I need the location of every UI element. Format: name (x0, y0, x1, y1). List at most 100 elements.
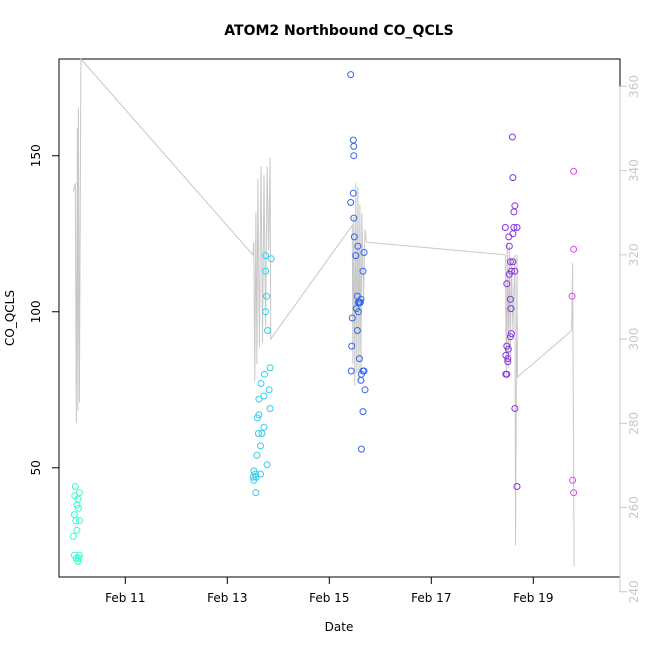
data-point-flight-5-2 (568, 292, 576, 300)
data-point-flight-4-27 (511, 405, 519, 412)
data-point-flight-2-19 (253, 451, 261, 459)
data-point-flight-3-19 (348, 314, 356, 322)
x-axis-label: Date (325, 620, 354, 634)
data-point-flight-4-2 (511, 202, 519, 210)
data-point-flight-5-1 (570, 245, 578, 253)
data-point-flight-4-15 (503, 280, 511, 288)
data-point-flight-4-12 (511, 267, 519, 275)
data-point-flight-3-16 (356, 298, 364, 306)
data-point-flight-4-23 (504, 355, 512, 363)
y2-axis: 240 260 280 300 320 340 360 (619, 75, 641, 603)
data-point-flight-4-10 (506, 258, 514, 266)
data-point-flight-3-27 (357, 376, 365, 384)
data-point-flight-1-15 (74, 557, 82, 565)
data-point-flight-3-0 (347, 71, 355, 79)
x-tick-label: Feb 11 (105, 591, 145, 605)
data-point-flight-2-3 (263, 292, 271, 300)
data-point-flight-2-10 (260, 392, 268, 400)
data-point-flight-4-11 (509, 258, 517, 266)
data-point-flight-1-6 (70, 511, 78, 519)
data-point-flight-2-6 (266, 364, 274, 372)
y-tick-label: 100 (29, 300, 43, 323)
data-point-flight-1-10 (69, 532, 77, 540)
data-point-flight-1-14 (75, 551, 83, 559)
data-point-flight-1-13 (74, 554, 82, 562)
data-point-flight-3-22 (355, 355, 363, 363)
data-point-flight-3-10 (352, 252, 360, 260)
data-point-flight-2-12 (266, 405, 274, 412)
data-point-flight-4-17 (507, 305, 515, 313)
data-point-flight-3-6 (350, 214, 358, 222)
data-point-flight-3-30 (357, 445, 365, 453)
data-point-flight-4-9 (505, 242, 513, 250)
data-point-flight-4-5 (513, 224, 521, 231)
y2-tick-label: 300 (627, 328, 641, 351)
data-point-flight-4-16 (506, 295, 514, 303)
data-point-flight-2-1 (267, 255, 275, 263)
data-point-flight-2-7 (261, 370, 268, 378)
y-tick-label: 150 (29, 144, 43, 167)
data-point-flight-4-0 (508, 133, 516, 141)
y2-tick-label: 240 (627, 580, 641, 603)
data-point-flight-5-0 (570, 167, 578, 175)
data-point-flight-3-5 (347, 199, 355, 206)
data-point-flight-2-14 (253, 414, 261, 422)
data-point-flight-2-16 (258, 430, 266, 437)
data-point-flight-4-24 (504, 358, 512, 366)
points-layer (69, 71, 578, 565)
data-point-flight-3-29 (359, 408, 367, 416)
x-tick-label: Feb 15 (309, 591, 349, 605)
x-tick-label: Feb 13 (207, 591, 247, 605)
data-point-flight-3-9 (360, 249, 368, 256)
data-point-flight-3-18 (354, 308, 362, 316)
y-tick-label: 50 (29, 460, 43, 475)
data-point-flight-2-9 (265, 386, 273, 394)
x-tick-label: Feb 19 (513, 591, 553, 605)
data-point-flight-5-3 (569, 476, 577, 484)
data-point-flight-3-3 (350, 152, 358, 160)
data-point-flight-4-28 (513, 483, 521, 490)
data-point-flight-3-4 (349, 189, 357, 197)
data-point-flight-3-28 (361, 386, 369, 394)
data-point-flight-2-24 (251, 470, 259, 478)
data-point-flight-2-0 (262, 252, 270, 260)
data-point-flight-4-21 (504, 345, 512, 353)
data-point-flight-2-11 (255, 395, 263, 403)
data-point-flight-1-0 (71, 483, 79, 490)
y2-tick-label: 360 (627, 75, 641, 98)
data-point-flight-4-18 (507, 330, 515, 338)
data-point-flight-2-4 (262, 308, 270, 316)
data-point-flight-3-20 (353, 327, 361, 334)
data-point-flight-4-3 (510, 208, 518, 216)
data-point-flight-2-27 (252, 489, 260, 497)
data-point-flight-2-26 (250, 476, 258, 484)
data-point-flight-2-25 (257, 470, 264, 478)
data-point-flight-3-2 (350, 142, 358, 150)
data-point-flight-4-6 (501, 224, 509, 231)
secondary-line-layer (72, 57, 575, 567)
data-point-flight-2-15 (260, 423, 268, 431)
data-point-flight-2-5 (264, 327, 272, 334)
y2-tick-label: 320 (627, 243, 641, 266)
data-point-flight-1-8 (75, 517, 83, 525)
data-point-flight-2-18 (257, 442, 264, 450)
y2-tick-label: 340 (627, 159, 641, 182)
data-point-flight-1-5 (74, 504, 82, 512)
data-point-flight-4-14 (505, 270, 513, 278)
data-point-flight-2-2 (262, 267, 270, 275)
data-point-flight-4-26 (502, 370, 510, 378)
data-point-flight-1-3 (75, 489, 83, 497)
data-point-flight-1-7 (72, 517, 80, 525)
y-axis-label: CO_QCLS (3, 290, 17, 346)
data-point-flight-5-4 (570, 489, 578, 497)
data-point-flight-3-23 (347, 367, 355, 375)
plot-frame (58, 58, 621, 578)
data-point-flight-3-11 (359, 267, 367, 275)
y-axis: 50 100 150 (29, 144, 60, 475)
data-point-flight-4-8 (509, 230, 517, 238)
data-point-flight-3-8 (354, 242, 362, 250)
data-point-flight-3-21 (348, 342, 356, 350)
data-point-flight-2-20 (263, 461, 271, 469)
data-point-flight-2-13 (255, 411, 263, 419)
